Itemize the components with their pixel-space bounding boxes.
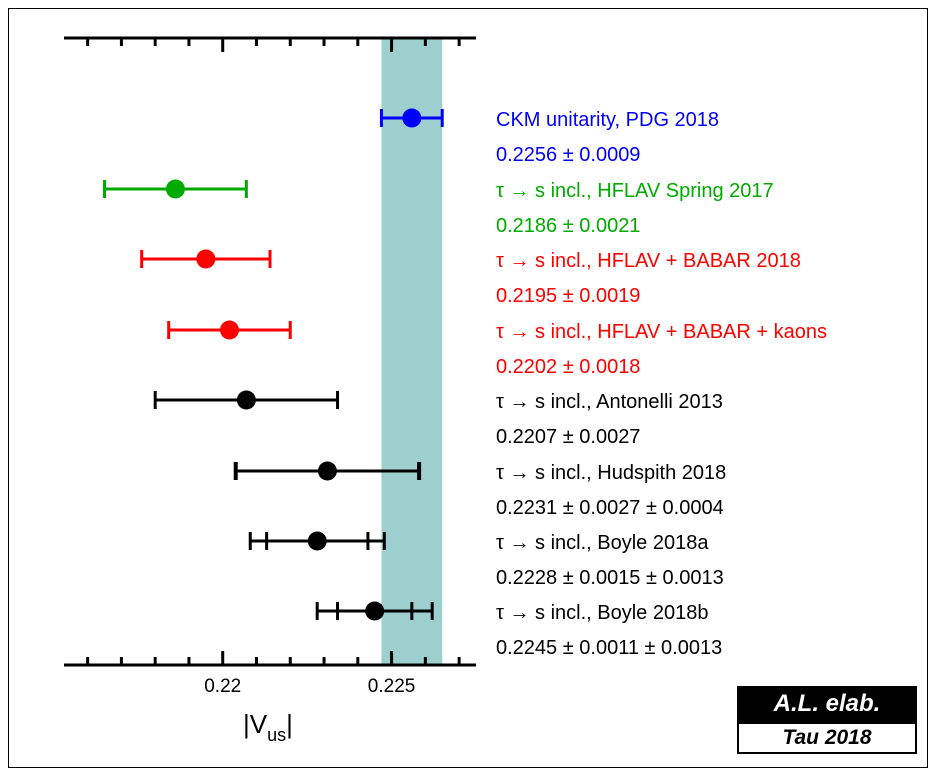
data-point: [219, 320, 239, 340]
author-badge: A.L. elab.: [737, 686, 917, 722]
data-point: [236, 390, 256, 410]
x-tick-label: 0.22: [204, 676, 241, 697]
entry-value: 0.2186 ± 0.0021: [496, 215, 640, 237]
pdg-band: [381, 38, 443, 665]
entry-value: 0.2228 ± 0.0015 ± 0.0013: [496, 567, 724, 589]
entry-name: τ → s incl., Antonelli 2013: [496, 391, 723, 413]
entry-value: 0.2256 ± 0.0009: [496, 144, 640, 166]
entry-name: τ → s incl., HFLAV + BABAR + kaons: [496, 321, 827, 343]
plot-frame: [8, 8, 928, 768]
entry-value: 0.2231 ± 0.0027 ± 0.0004: [496, 497, 724, 519]
entry-name: τ → s incl., HFLAV Spring 2017: [496, 180, 774, 202]
conference-badge: Tau 2018: [737, 722, 917, 754]
data-point: [365, 601, 385, 621]
data-point: [402, 108, 422, 128]
entry-name: τ → s incl., Boyle 2018b: [496, 602, 708, 624]
data-point: [317, 461, 337, 481]
entry-name: CKM unitarity, PDG 2018: [496, 109, 719, 131]
entry-value: 0.2202 ± 0.0018: [496, 356, 640, 378]
x-tick-label: 0.225: [368, 676, 416, 697]
entry-value: 0.2207 ± 0.0027: [496, 426, 640, 448]
entry-name: τ → s incl., HFLAV + BABAR 2018: [496, 250, 801, 272]
entry-value: 0.2245 ± 0.0011 ± 0.0013: [496, 637, 722, 659]
entry-name: τ → s incl., Hudspith 2018: [496, 462, 726, 484]
entry-value: 0.2195 ± 0.0019: [496, 285, 640, 307]
x-axis-title: |Vus|: [243, 709, 293, 745]
entry-name: τ → s incl., Boyle 2018a: [496, 532, 709, 554]
data-point: [165, 179, 185, 199]
data-point: [196, 249, 216, 269]
data-point: [307, 531, 327, 551]
